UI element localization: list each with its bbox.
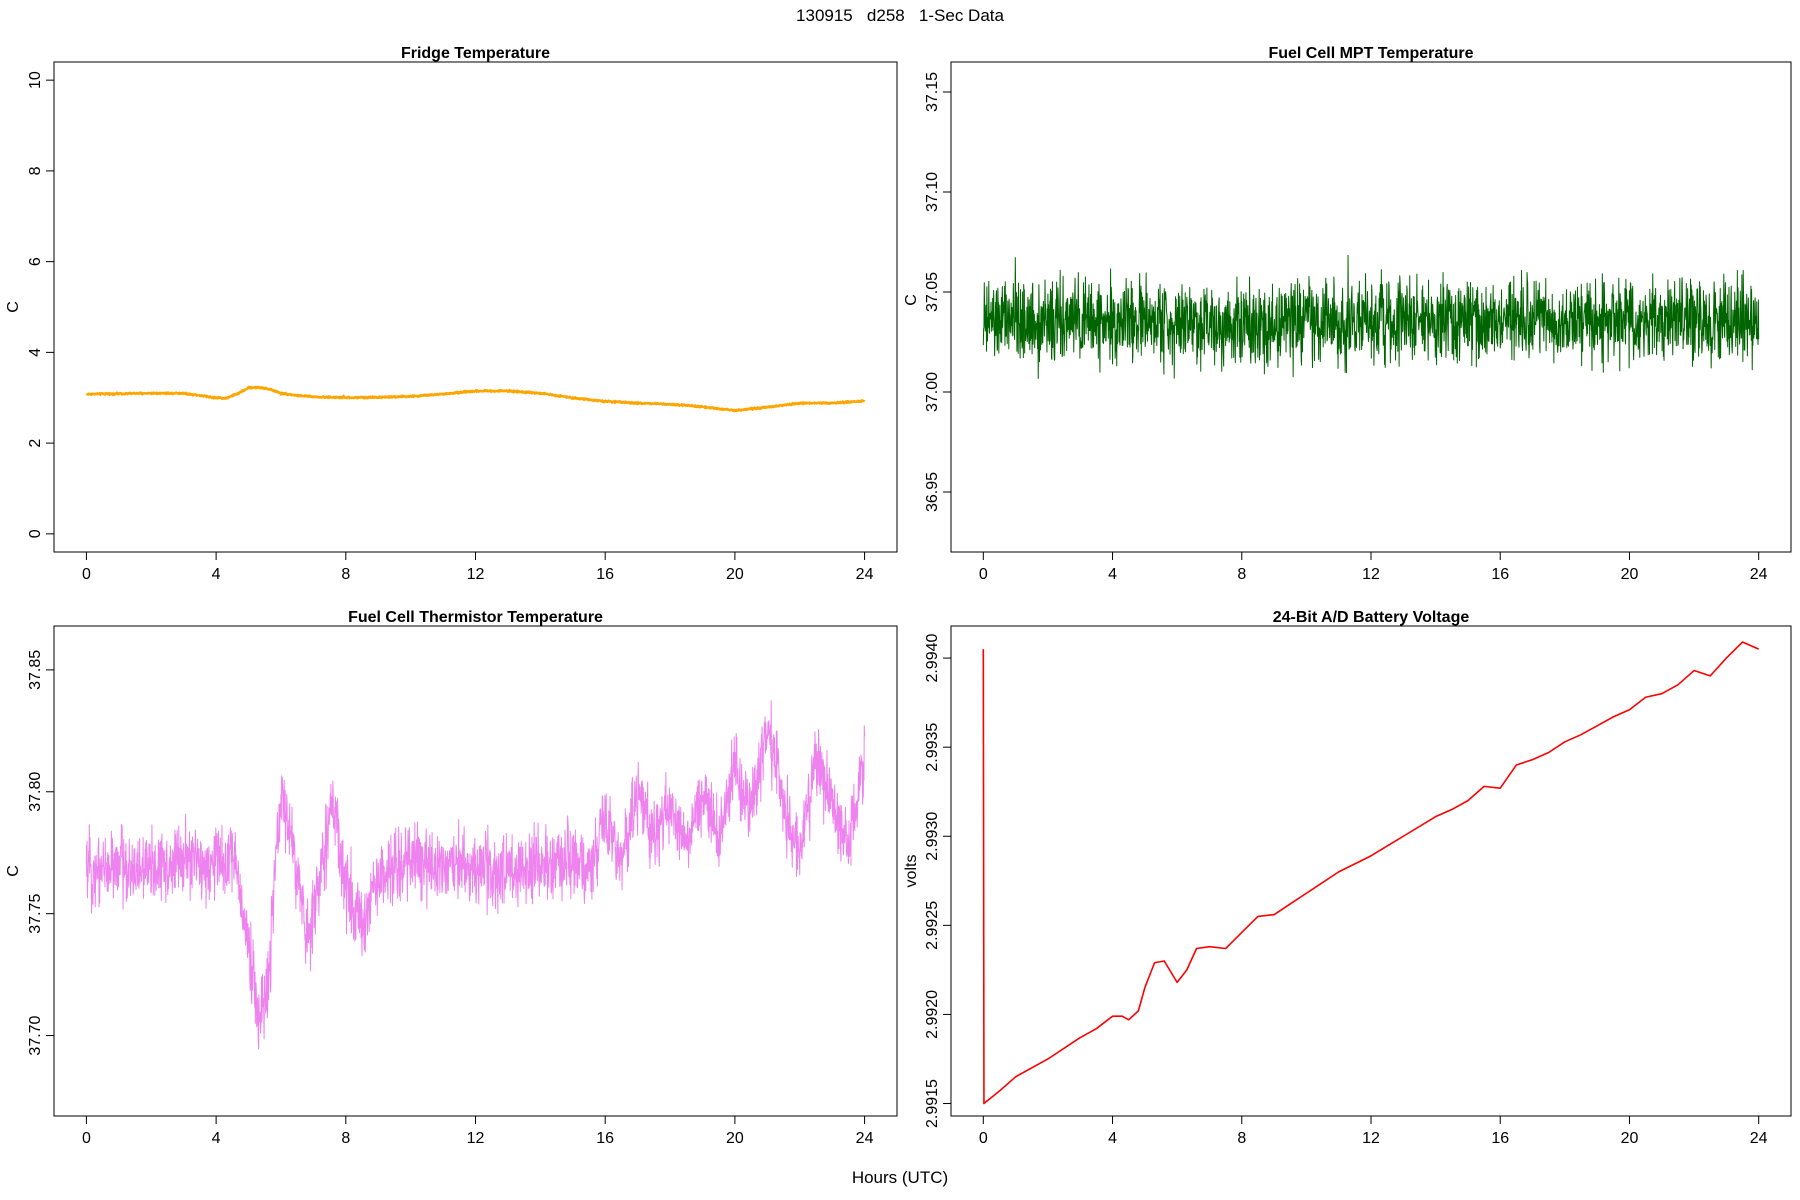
- x-tick-label: 12: [467, 566, 485, 583]
- x-tick-label: 4: [1108, 1130, 1117, 1147]
- x-tick-label: 20: [726, 1130, 744, 1147]
- battery-voltage-chart: 24-Bit A/D Battery Voltage volts 0 4 8 12 16 20…: [903, 609, 1792, 1147]
- chart-title: Fuel Cell MPT Temperature: [1268, 45, 1473, 62]
- fuel-cell-thermistor-temperature-chart: Fuel Cell Thermistor Temperature C 0 4 8 12 16…: [5, 609, 898, 1147]
- y-axis-label: C: [903, 294, 920, 306]
- y-tick-label: 0: [27, 529, 44, 538]
- x-tick-label: 8: [1237, 566, 1246, 583]
- y-axis-label: volts: [903, 855, 920, 888]
- y-axis-label: C: [5, 865, 22, 877]
- y-tick-label: 2.9940: [924, 634, 941, 683]
- x-tick-label: 16: [1491, 1130, 1509, 1147]
- x-tick-label: 24: [856, 1130, 874, 1147]
- y-tick-label: 4: [27, 348, 44, 357]
- x-tick-label: 20: [726, 566, 744, 583]
- x-tick-label: 8: [1237, 1130, 1246, 1147]
- x-tick-label: 24: [1750, 1130, 1768, 1147]
- x-tick-label: 24: [856, 566, 874, 583]
- x-tick-label: 4: [212, 566, 221, 583]
- plot-frame: [53, 625, 898, 1117]
- y-tick-label: 36.95: [924, 472, 941, 512]
- x-tick-label: 16: [1491, 566, 1509, 583]
- plot-frame: [950, 625, 1792, 1117]
- y-axis-label: C: [5, 301, 22, 313]
- data-series-line: [982, 254, 1760, 379]
- y-tick-label: 2.9925: [924, 901, 941, 950]
- x-tick-label: 12: [1362, 1130, 1380, 1147]
- y-tick-label: 37.05: [924, 272, 941, 312]
- y-tick-label: 37.10: [924, 172, 941, 212]
- chart-title: 24-Bit A/D Battery Voltage: [1273, 609, 1470, 626]
- y-tick-label: 37.70: [27, 1015, 44, 1055]
- data-series-line: [982, 641, 1760, 1105]
- x-tick-label: 16: [596, 1130, 614, 1147]
- y-tick-label: 37.75: [27, 894, 44, 934]
- x-tick-label: 20: [1621, 566, 1639, 583]
- y-tick-label: 37.85: [27, 650, 44, 690]
- plot-frame: [53, 61, 898, 553]
- x-tick-label: 0: [82, 1130, 91, 1147]
- x-tick-label: 4: [1108, 566, 1117, 583]
- fuel-cell-mpt-temperature-chart: Fuel Cell MPT Temperature C 0 4 8 12 16 20 24 36.…: [903, 45, 1792, 583]
- y-tick-label: 8: [27, 166, 44, 175]
- x-tick-label: 20: [1621, 1130, 1639, 1147]
- x-tick-label: 0: [82, 566, 91, 583]
- y-tick-label: 2: [27, 439, 44, 448]
- x-tick-label: 12: [1362, 566, 1380, 583]
- y-tick-label: 2.9935: [924, 723, 941, 772]
- x-tick-label: 16: [596, 566, 614, 583]
- page-title: 130915 d258 1-Sec Data: [796, 6, 1004, 25]
- data-series-line: [85, 385, 866, 413]
- x-tick-label: 12: [467, 1130, 485, 1147]
- chart-title: Fuel Cell Thermistor Temperature: [348, 609, 603, 626]
- y-tick-label: 2.9920: [924, 990, 941, 1039]
- y-tick-label: 37.00: [924, 372, 941, 412]
- x-tick-label: 24: [1750, 566, 1768, 583]
- data-series-line: [85, 700, 866, 1050]
- y-tick-label: 37.80: [27, 772, 44, 812]
- y-tick-label: 2.9930: [924, 812, 941, 861]
- y-tick-label: 2.9915: [924, 1079, 941, 1128]
- x-tick-label: 0: [979, 1130, 988, 1147]
- y-tick-label: 37.15: [924, 72, 941, 112]
- chart-title: Fridge Temperature: [401, 45, 550, 62]
- y-tick-label: 6: [27, 257, 44, 266]
- x-tick-label: 0: [979, 566, 988, 583]
- y-tick-label: 10: [27, 71, 44, 89]
- x-tick-label: 4: [212, 1130, 221, 1147]
- x-tick-label: 8: [341, 566, 350, 583]
- x-axis-label: Hours (UTC): [851, 1168, 949, 1187]
- plot-frame: [950, 61, 1792, 553]
- x-tick-label: 8: [341, 1130, 350, 1147]
